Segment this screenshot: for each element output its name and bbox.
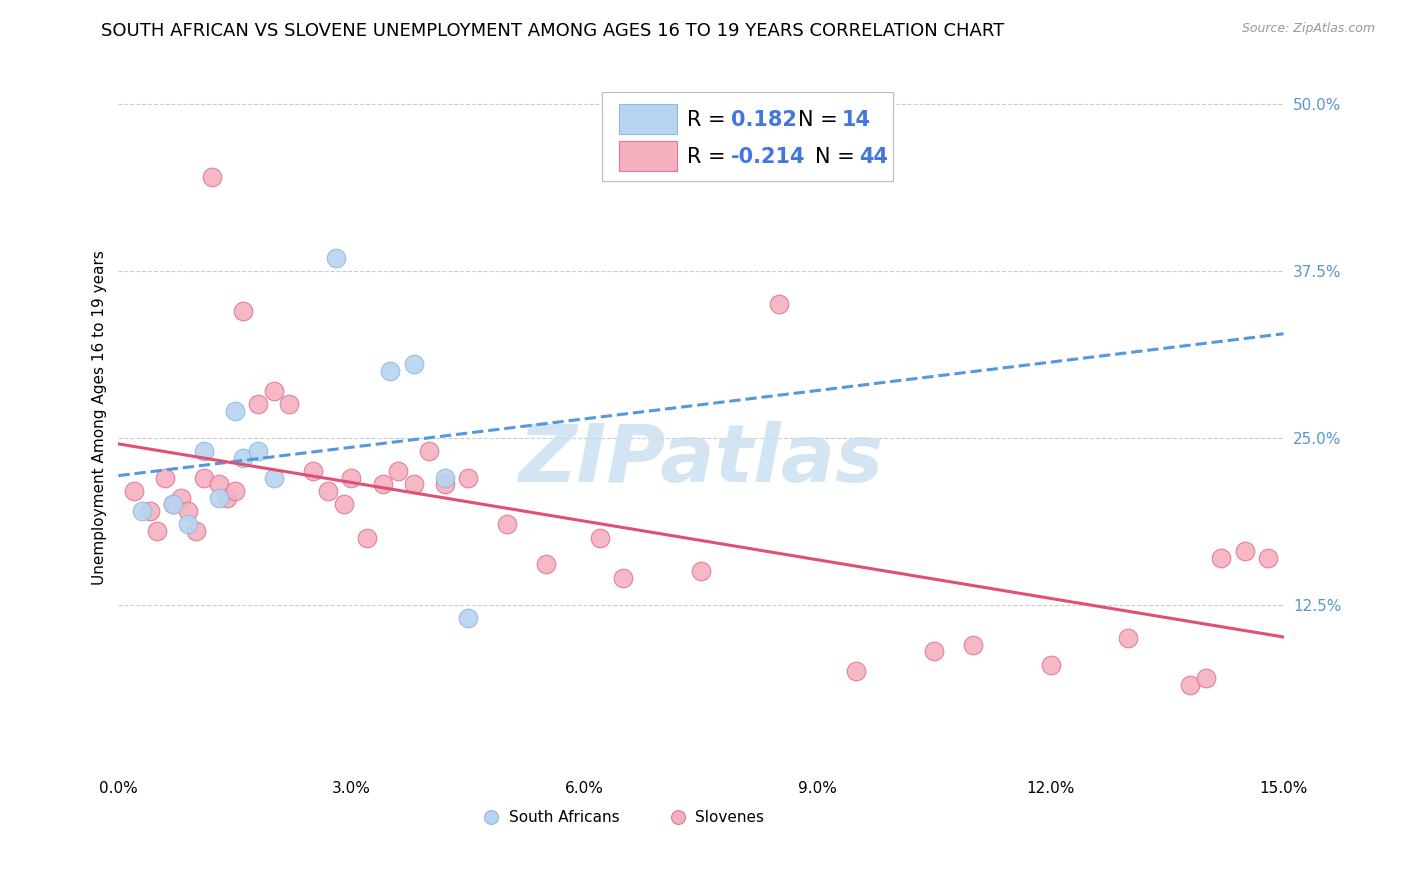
Point xyxy=(1039,657,1062,672)
Point xyxy=(263,384,285,398)
Point xyxy=(433,477,456,491)
Point xyxy=(1116,631,1139,645)
Point xyxy=(495,517,517,532)
Point xyxy=(1180,677,1202,691)
Point xyxy=(612,571,634,585)
Point xyxy=(962,638,984,652)
Point xyxy=(356,531,378,545)
Text: R =: R = xyxy=(688,110,733,130)
Y-axis label: Unemployment Among Ages 16 to 19 years: Unemployment Among Ages 16 to 19 years xyxy=(93,251,107,585)
Point xyxy=(340,471,363,485)
Text: -0.214: -0.214 xyxy=(731,146,806,167)
Point xyxy=(534,558,557,572)
Text: 44: 44 xyxy=(859,146,889,167)
Point xyxy=(224,404,246,418)
Point xyxy=(232,450,254,465)
Point xyxy=(457,471,479,485)
Text: 0.182: 0.182 xyxy=(731,110,797,130)
Text: ZIPatlas: ZIPatlas xyxy=(519,421,883,500)
Point xyxy=(177,517,200,532)
Text: SOUTH AFRICAN VS SLOVENE UNEMPLOYMENT AMONG AGES 16 TO 19 YEARS CORRELATION CHAR: SOUTH AFRICAN VS SLOVENE UNEMPLOYMENT AM… xyxy=(101,22,1004,40)
Point xyxy=(1211,550,1233,565)
Text: R =: R = xyxy=(688,146,733,167)
Point xyxy=(845,665,868,679)
Text: 14: 14 xyxy=(842,110,870,130)
Point xyxy=(768,297,790,311)
Point xyxy=(922,644,945,658)
Text: Source: ZipAtlas.com: Source: ZipAtlas.com xyxy=(1241,22,1375,36)
Point xyxy=(232,304,254,318)
Text: Slovenes: Slovenes xyxy=(695,810,765,825)
Point xyxy=(169,491,191,505)
Point xyxy=(247,444,270,458)
Point xyxy=(380,364,402,378)
Point xyxy=(208,491,231,505)
Point xyxy=(146,524,169,538)
Point xyxy=(201,170,224,185)
Point xyxy=(589,531,612,545)
Point xyxy=(145,765,167,780)
Point xyxy=(224,484,246,499)
Point xyxy=(371,477,394,491)
Point xyxy=(184,524,207,538)
Text: N =: N = xyxy=(797,110,844,130)
Point xyxy=(402,477,425,491)
Point xyxy=(1257,550,1279,565)
Point xyxy=(316,484,339,499)
Point xyxy=(247,397,270,411)
Point xyxy=(217,491,239,505)
Point xyxy=(208,477,231,491)
Point xyxy=(690,564,713,578)
Point xyxy=(1195,671,1218,685)
Point xyxy=(177,504,200,518)
FancyBboxPatch shape xyxy=(620,104,676,134)
FancyBboxPatch shape xyxy=(602,93,893,181)
Point xyxy=(122,484,145,499)
Point xyxy=(418,444,440,458)
Text: N =: N = xyxy=(815,146,862,167)
Point xyxy=(193,444,215,458)
Point xyxy=(1233,544,1256,558)
Point xyxy=(301,464,323,478)
FancyBboxPatch shape xyxy=(620,141,676,171)
Point xyxy=(138,504,160,518)
Point xyxy=(153,471,176,485)
Point xyxy=(278,397,301,411)
Point xyxy=(332,498,354,512)
Point xyxy=(131,504,153,518)
Point xyxy=(325,251,347,265)
Point xyxy=(162,498,184,512)
Point xyxy=(132,765,155,780)
Point xyxy=(162,498,184,512)
Point xyxy=(433,471,456,485)
Point xyxy=(457,611,479,625)
Point xyxy=(263,471,285,485)
Text: South Africans: South Africans xyxy=(509,810,620,825)
Point xyxy=(402,357,425,371)
Point xyxy=(193,471,215,485)
Point xyxy=(387,464,409,478)
